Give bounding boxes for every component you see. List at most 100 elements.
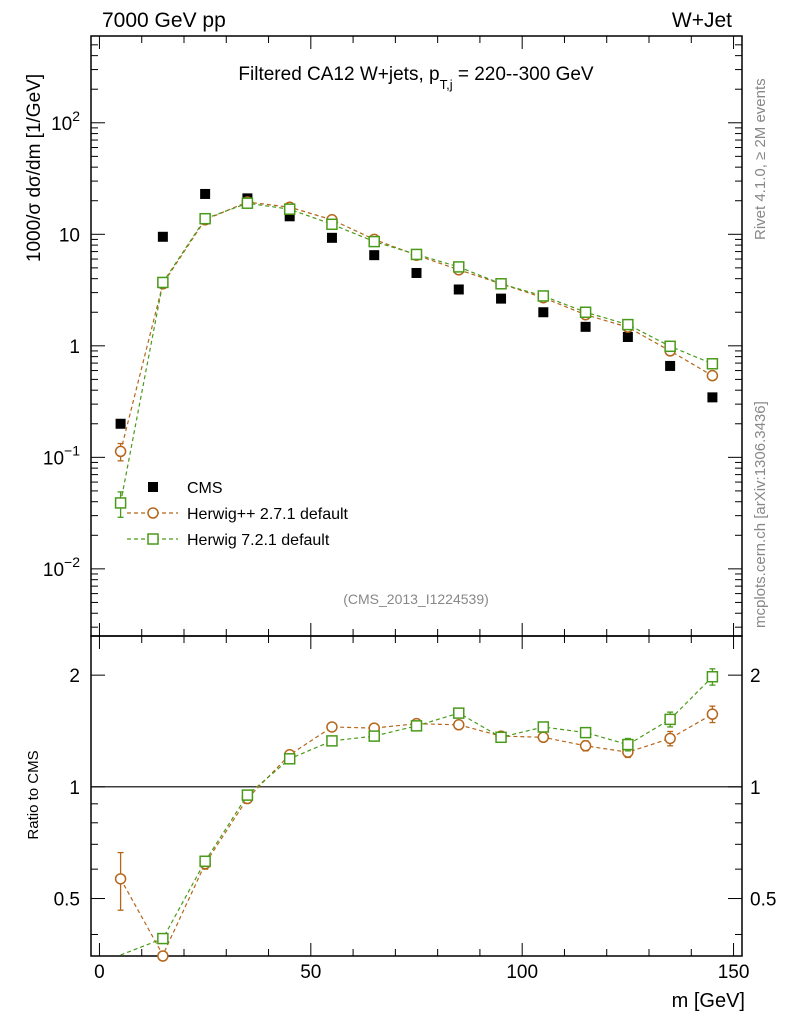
legend-item: Herwig++ 2.7.1 default [127,506,349,523]
ratio-data-point [283,753,296,765]
main-data-point [622,318,634,331]
ratio-data-point [664,713,676,726]
main-data-point [283,203,296,215]
main-data-point [622,331,633,342]
rivet-version-label: Rivet 4.1.0, ≥ 2M events [752,78,769,240]
ratio-data-point [453,719,465,731]
main-y-tick-label-base: 10 [59,225,80,246]
ratio-data-point [622,738,634,751]
ratio-data-point [199,855,211,868]
main-y-axis-label: 1000/σ dσ/dm [1/GeV] [24,74,45,262]
main-axis-ticks [91,35,742,636]
ratio-series-line [120,713,713,957]
main-data-point [326,218,338,231]
main-y-tick-label-base: 10 [43,560,64,581]
main-data-point [665,360,676,371]
header-left: 7000 GeV pp [102,9,226,32]
legend-label: CMS [187,480,223,497]
main-data-point [579,306,592,318]
main-data-point [453,284,464,295]
main-data-point [496,293,507,304]
main-y-tick-label-exponent: 2 [72,108,80,124]
ratio-data-point [495,731,507,744]
main-y-tick-label: 10 [59,225,80,246]
main-data-point [114,497,127,509]
ratio-data-point [537,721,550,733]
ratio-data-point [157,950,169,962]
ratio-data-point [157,932,169,945]
legend-marker [148,482,158,492]
main-data-point [664,340,676,353]
x-axis-label: m [GeV] [672,990,745,1012]
main-data-point [200,188,211,199]
main-data-point [368,235,380,248]
ratio-panel: Ratio to CMS m [GeV] 0.5 0.5 1 1 2 2 0 50 100 15… [25,635,777,1012]
main-y-tick-label-base: 10 [51,114,72,135]
main-y-tick-label: 102 [51,108,80,135]
x-tick-label: 0 [94,962,105,983]
ratio-data-point [579,726,592,739]
main-y-tick-label: 10−2 [43,554,80,581]
legend-label: Herwig++ 2.7.1 default [187,506,349,523]
main-data-point [706,369,719,382]
main-title-text: Filtered CA12 W+jets, p [238,64,439,85]
ratio-y-tick-label-left: 0.5 [54,890,80,911]
main-series-herwig-7-2-1-default [114,197,719,518]
ratio-data-point [114,873,127,885]
main-panel: Filtered CA12 W+jets, pT,j = 220--300 Ge… [24,35,743,637]
ratio-y-axis-label: Ratio to CMS [25,750,42,839]
mcplots-label: mcplots.cern.ch [arXiv:1306.3436] [752,401,769,628]
ratio-y-tick-label-right: 0.5 [750,890,776,911]
main-y-tick-label: 1 [69,337,80,358]
main-title-subscript: T,j [440,77,453,92]
ratio-data-point [241,789,254,801]
ratio-y-tick-label-left: 1 [69,778,80,799]
main-data-point [326,232,337,243]
main-data-point [707,392,718,403]
main-series-layer [114,188,719,518]
x-tick-labels: 0 50 100 150 [94,962,749,983]
ratio-y-tick-labels: 0.5 0.5 1 1 2 2 [54,666,777,910]
main-data-point [241,197,254,209]
header-right: W+Jet [672,9,732,32]
ratio-data-point [326,735,338,747]
ratio-y-tick-label-left: 2 [69,666,80,687]
ratio-data-point [326,721,338,733]
main-data-point [157,231,168,242]
main-y-tick-label: 10−1 [43,442,80,469]
main-title-rest: = 220--300 GeV [453,64,594,85]
main-data-point [495,278,507,290]
ratio-y-tick-label-right: 1 [750,778,761,799]
ratio-data-point [368,730,380,742]
main-data-point [284,211,295,222]
main-data-point [706,358,719,370]
main-data-point [411,267,422,278]
ratio-data-point [579,740,592,752]
main-data-point [114,445,127,458]
ratio-data-point [706,671,719,683]
ratio-series-layer [114,668,719,962]
main-title: Filtered CA12 W+jets, pT,j = 220--300 Ge… [238,64,594,92]
ratio-data-point [410,720,423,732]
ratio-series-herwig-7-2-1-default [120,668,719,956]
ratio-data-point [664,732,676,745]
legend-label: Herwig 7.2.1 default [187,532,330,549]
main-y-tick-label-exponent: −1 [64,442,80,458]
main-data-point [580,321,591,332]
ratio-data-point [706,708,719,720]
ratio-frame [90,635,743,957]
legend-item: Herwig 7.2.1 default [127,532,330,549]
legend-item: CMS [148,480,223,497]
main-data-point [199,212,211,225]
main-data-point [115,418,126,429]
main-data-point [369,250,380,261]
ratio-data-point [453,707,465,719]
main-data-point [538,307,549,318]
ratio-y-tick-label-right: 2 [750,666,761,687]
legend: CMS Herwig++ 2.7.1 default Herwig 7.2.1 de… [127,480,349,549]
main-data-point [453,261,465,273]
main-series-line [120,202,713,504]
legend-marker [147,507,159,519]
